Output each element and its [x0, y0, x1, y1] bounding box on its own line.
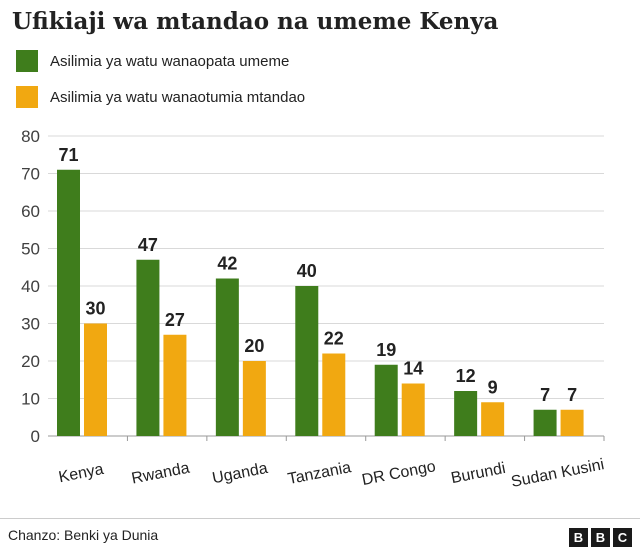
x-category-label: Sudan Kusini — [510, 456, 606, 491]
bbc-logo: B B C — [569, 528, 632, 547]
bar-electricity — [533, 409, 557, 436]
bar-internet — [84, 323, 107, 436]
bar-electricity — [374, 364, 398, 436]
y-tick-label: 20 — [21, 352, 40, 371]
bar-electricity — [136, 259, 160, 436]
bbc-logo-letter: C — [613, 528, 632, 547]
bar-internet — [242, 361, 266, 436]
bar-internet — [322, 353, 346, 436]
data-label: 19 — [376, 340, 396, 360]
chart-title: Ufikiaji wa mtandao na umeme Kenya — [12, 8, 499, 35]
data-label: 7 — [567, 385, 577, 405]
y-tick-label: 10 — [21, 390, 40, 409]
y-tick-label: 50 — [21, 240, 40, 259]
data-label: 20 — [244, 336, 264, 356]
x-category-label: DR Congo — [361, 458, 438, 489]
data-label: 22 — [324, 329, 344, 349]
bbc-logo-letter: B — [591, 528, 610, 547]
bbc-logo-letter: B — [569, 528, 588, 547]
x-category-label: Tanzania — [286, 459, 352, 488]
legend: Asilimia ya watu wanaopata umeme Asilimi… — [16, 50, 305, 122]
bar-chart: 0 10 20 30 40 50 60 70 80 71 30 Kenya 47 27 Rwanda 42 20… — [21, 127, 606, 491]
y-tick-label: 30 — [21, 315, 40, 334]
bar-electricity — [215, 278, 239, 436]
data-label: 47 — [138, 235, 158, 255]
data-label: 40 — [297, 261, 317, 281]
footer-divider — [0, 518, 640, 519]
y-tick-label: 60 — [21, 202, 40, 221]
x-category-label: Kenya — [57, 461, 105, 486]
y-tick-label: 40 — [21, 277, 40, 296]
legend-label-internet: Asilimia ya watu wanaotumia mtandao — [50, 88, 306, 106]
bar-internet — [163, 334, 187, 436]
data-label: 7 — [540, 385, 550, 405]
data-label: 27 — [165, 310, 185, 330]
legend-swatch-internet — [16, 86, 38, 108]
bar-internet — [401, 383, 425, 436]
bar-internet — [560, 409, 584, 436]
data-label: 71 — [58, 145, 78, 165]
bar-electricity — [295, 286, 319, 436]
legend-item-electricity: Asilimia ya watu wanaopata umeme — [16, 50, 305, 72]
bar-internet — [481, 402, 505, 436]
x-category-label: Rwanda — [130, 460, 191, 488]
y-tick-label: 70 — [21, 165, 40, 184]
legend-swatch-electricity — [16, 50, 38, 72]
source-note: Chanzo: Benki ya Dunia — [8, 527, 159, 543]
bar-electricity — [454, 391, 478, 436]
x-category-label: Burundi — [450, 460, 507, 487]
data-label: 12 — [456, 366, 476, 386]
data-label: 14 — [403, 359, 423, 379]
data-label: 30 — [85, 299, 105, 319]
legend-item-internet: Asilimia ya watu wanaotumia mtandao — [16, 86, 305, 108]
data-label: 9 — [488, 377, 498, 397]
y-tick-label: 0 — [31, 427, 40, 446]
x-category-label: Uganda — [211, 460, 269, 487]
data-label: 42 — [217, 254, 237, 274]
bar-electricity — [57, 169, 80, 436]
legend-label-electricity: Asilimia ya watu wanaopata umeme — [50, 52, 290, 70]
y-tick-label: 80 — [21, 127, 40, 146]
